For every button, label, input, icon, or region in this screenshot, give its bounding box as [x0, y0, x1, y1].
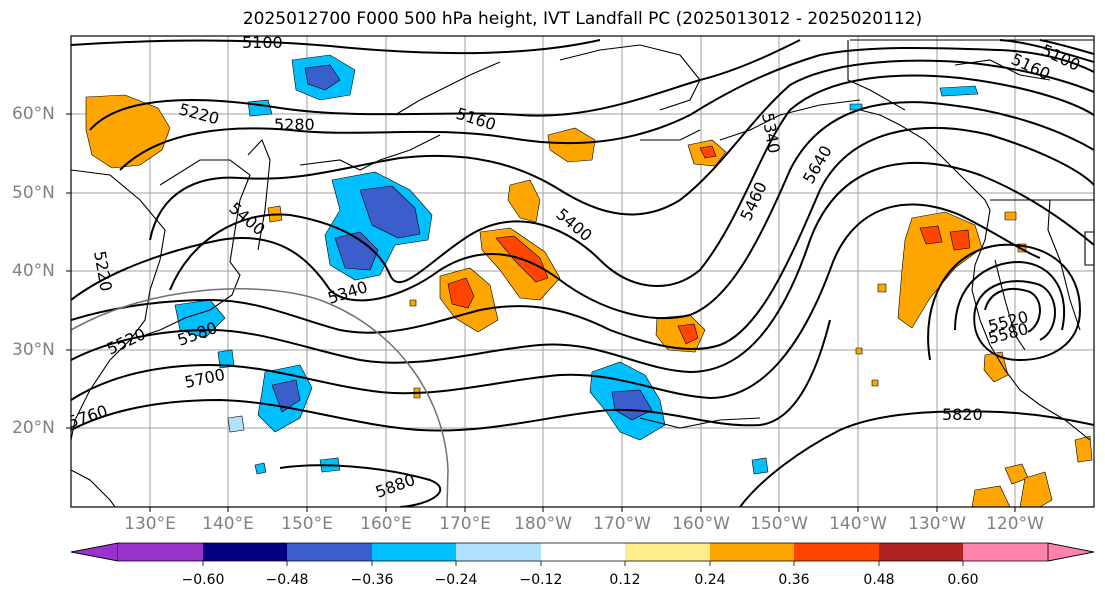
lon-label: 170°E [439, 514, 491, 534]
colorbar-segment [1047, 542, 1095, 562]
colorbar-segment [794, 543, 879, 561]
lon-label: 180°W [514, 514, 572, 534]
colorbar-segment [625, 543, 710, 561]
lon-label: 170°W [593, 514, 651, 534]
lat-label-20n: 20°N [12, 418, 55, 438]
lon-label: 160°W [672, 514, 730, 534]
coastlines [71, 39, 1094, 507]
colorbar-tick-label: 0.36 [778, 572, 810, 588]
colorbar-tick-label: −0.60 [181, 572, 225, 588]
colorbar-tick-label: 0.48 [863, 572, 895, 588]
colorbar-tick-label: −0.36 [350, 572, 394, 588]
lon-label: 150°E [281, 514, 333, 534]
colorbar-tick-label: 0.60 [947, 572, 979, 588]
colorbar-segment [710, 543, 794, 561]
lon-label: 130°W [908, 514, 966, 534]
contour-labels: 5100 5220 5280 5160 5340 5640 5460 5400 … [71, 33, 1083, 502]
colorbar-tick-label: −0.12 [519, 572, 563, 588]
colorbar-segment [372, 543, 456, 561]
height-contours [71, 39, 1094, 507]
lat-label-30n: 30°N [12, 340, 55, 360]
colorbar-segment [963, 543, 1048, 561]
colorbar-segment [287, 543, 372, 561]
svg-text:5280: 5280 [274, 115, 315, 134]
colorbar-segment [541, 543, 625, 561]
colorbar-tick-label: −0.48 [265, 572, 309, 588]
range-ring [71, 288, 449, 507]
lon-label: 140°W [829, 514, 887, 534]
lon-label: 120°W [986, 514, 1044, 534]
colorbar-tick-label: −0.24 [434, 572, 478, 588]
colorbar-segment [203, 543, 287, 561]
lon-label: 130°E [124, 514, 176, 534]
svg-text:5820: 5820 [942, 405, 983, 424]
colorbar [70, 542, 1095, 566]
lat-label-40n: 40°N [12, 261, 55, 281]
lat-label-50n: 50°N [12, 183, 55, 203]
lat-label-60n: 60°N [12, 104, 55, 124]
colorbar-segment [70, 542, 119, 562]
colorbar-segment [879, 543, 963, 561]
colorbar-tick-label: 0.24 [694, 572, 726, 588]
lon-label: 140°E [202, 514, 254, 534]
colorbar-segment [118, 543, 203, 561]
lon-label: 150°W [750, 514, 808, 534]
colorbar-tick-label: 0.12 [609, 572, 641, 588]
colorbar-segment [456, 543, 541, 561]
lon-label: 160°E [360, 514, 412, 534]
svg-text:5100: 5100 [242, 33, 283, 52]
axis-ticks [66, 113, 1016, 512]
map-title: 2025012700 F000 500 hPa height, IVT Land… [242, 9, 923, 29]
